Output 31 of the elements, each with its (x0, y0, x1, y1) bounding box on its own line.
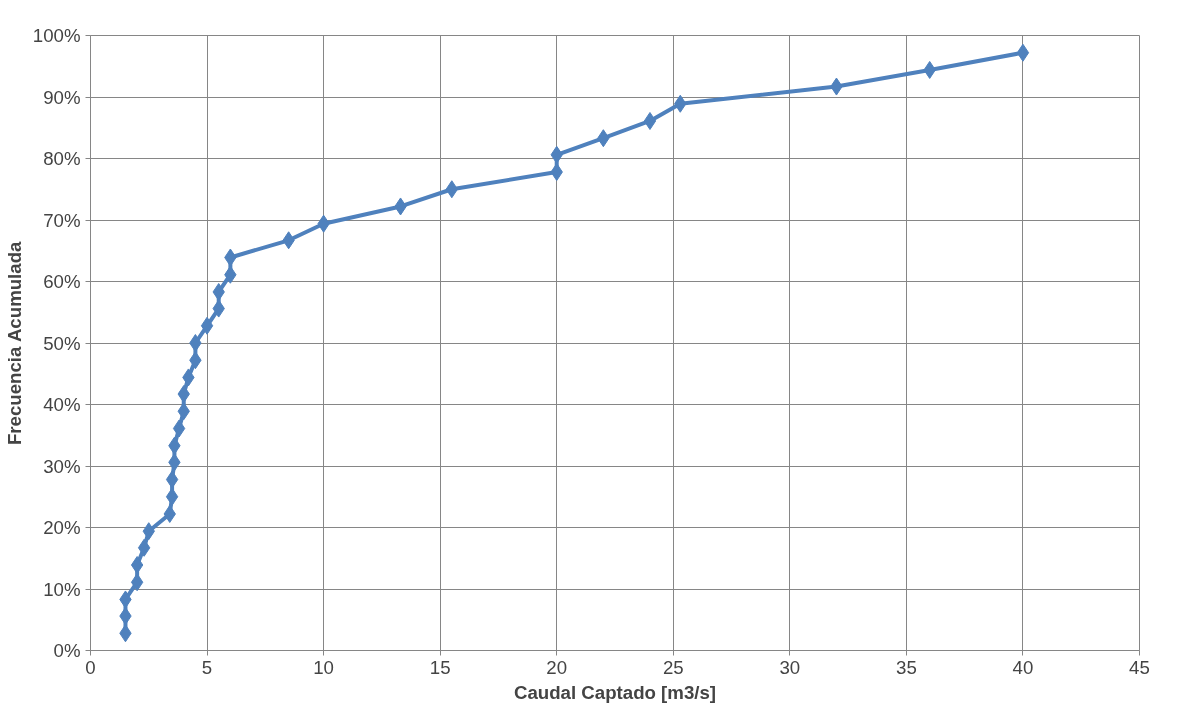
y-tick-label: 40% (43, 394, 81, 415)
y-tick-label: 30% (43, 455, 81, 477)
y-axis-title: Frecuencia Acumulada (3, 240, 25, 446)
x-tick-label: 35 (896, 656, 917, 678)
x-axis-title: Caudal Captado [m3/s] (513, 681, 717, 703)
x-tick-label: 5 (201, 656, 213, 678)
x-tick-label: 20 (546, 656, 568, 678)
x-tick-label: 25 (662, 656, 684, 678)
point (165, 470, 179, 489)
point (1016, 43, 1030, 62)
x-tick-label: 45 (1129, 656, 1150, 678)
point (172, 419, 186, 438)
point (643, 111, 657, 130)
y-tick-label: 90% (43, 86, 81, 108)
y-tick-label: 70% (43, 209, 81, 231)
x-tick-label: 30 (779, 656, 801, 678)
y-tick-label: 60% (43, 271, 81, 292)
x-tick-label: 40 (1012, 656, 1034, 678)
y-tick-label: 100% (32, 25, 81, 46)
y-tick-label: 20% (43, 517, 81, 538)
y-tick-label: 50% (43, 332, 81, 354)
point (200, 316, 214, 335)
x-tick-label: 0 (85, 656, 96, 678)
point (137, 538, 151, 557)
y-tick-label: 80% (43, 148, 81, 169)
y-tick-label: 0% (53, 640, 81, 661)
y-tick-label: 10% (43, 578, 81, 600)
x-tick-label: 15 (429, 656, 451, 678)
x-tick-label: 10 (313, 656, 334, 678)
point (189, 334, 202, 352)
point (130, 573, 144, 592)
